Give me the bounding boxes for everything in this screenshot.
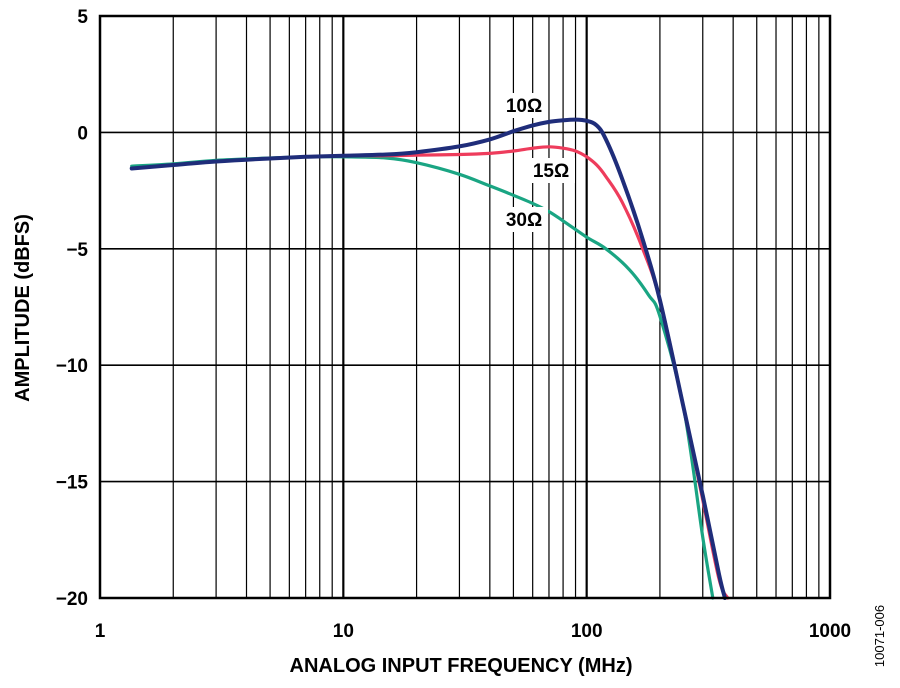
figure-id: 10071-006 xyxy=(872,605,887,667)
tick-labels: 1 10 100 1000 5 0 −5 −10 −15 −20 xyxy=(56,7,851,642)
annotation-background xyxy=(500,93,548,118)
curve-label: 15Ω xyxy=(533,161,569,182)
x-axis-title: ANALOG INPUT FREQUENCY (MHz) xyxy=(290,655,633,677)
curve-annotations: 10Ω 15Ω 30Ω xyxy=(500,93,575,232)
annotation-background xyxy=(500,207,548,232)
x-tick-label: 100 xyxy=(571,621,603,642)
y-tick-label: 5 xyxy=(77,7,88,28)
series-line-2 xyxy=(130,145,730,600)
grid-lines xyxy=(100,16,830,598)
curve-label: 30Ω xyxy=(506,210,542,231)
annotation-background xyxy=(527,158,575,183)
y-tick-label: −5 xyxy=(66,240,88,261)
x-tick-label: 1 xyxy=(95,621,106,642)
plot-frame xyxy=(98,14,832,600)
x-tick-label: 1000 xyxy=(809,621,851,642)
series-line-1 xyxy=(129,117,727,600)
y-tick-label: −20 xyxy=(56,589,88,610)
series-line-3 xyxy=(130,155,715,600)
data-series xyxy=(129,117,730,600)
y-tick-label: −10 xyxy=(56,356,88,377)
curve-label: 10Ω xyxy=(506,96,542,117)
y-tick-label: −15 xyxy=(56,473,89,494)
y-axis-title: AMPLITUDE (dBFS) xyxy=(12,214,34,402)
y-tick-label: 0 xyxy=(77,123,88,144)
x-tick-label: 10 xyxy=(333,621,354,642)
